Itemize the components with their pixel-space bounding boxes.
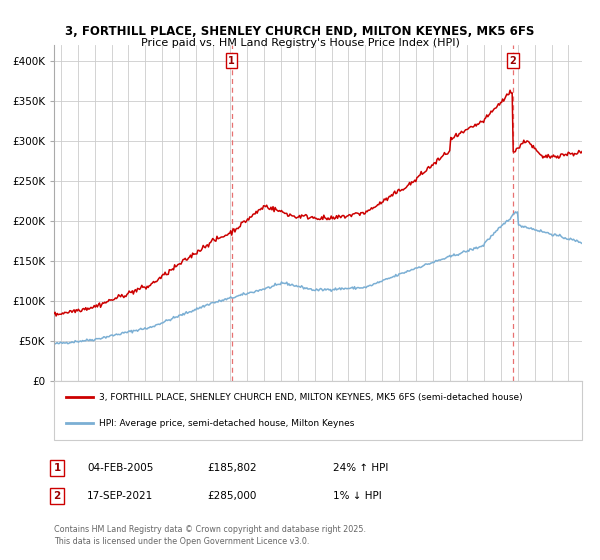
Text: 1: 1 bbox=[53, 463, 61, 473]
Text: 2: 2 bbox=[509, 56, 516, 66]
Text: £285,000: £285,000 bbox=[207, 491, 256, 501]
Text: 24% ↑ HPI: 24% ↑ HPI bbox=[333, 463, 388, 473]
Text: 17-SEP-2021: 17-SEP-2021 bbox=[87, 491, 153, 501]
Text: 1: 1 bbox=[228, 56, 235, 66]
Text: £185,802: £185,802 bbox=[207, 463, 257, 473]
Text: 04-FEB-2005: 04-FEB-2005 bbox=[87, 463, 154, 473]
Text: HPI: Average price, semi-detached house, Milton Keynes: HPI: Average price, semi-detached house,… bbox=[99, 419, 355, 428]
Text: 3, FORTHILL PLACE, SHENLEY CHURCH END, MILTON KEYNES, MK5 6FS: 3, FORTHILL PLACE, SHENLEY CHURCH END, M… bbox=[65, 25, 535, 38]
Text: Contains HM Land Registry data © Crown copyright and database right 2025.
This d: Contains HM Land Registry data © Crown c… bbox=[54, 525, 366, 546]
Text: 1% ↓ HPI: 1% ↓ HPI bbox=[333, 491, 382, 501]
Text: 3, FORTHILL PLACE, SHENLEY CHURCH END, MILTON KEYNES, MK5 6FS (semi-detached hou: 3, FORTHILL PLACE, SHENLEY CHURCH END, M… bbox=[99, 393, 523, 402]
Text: Price paid vs. HM Land Registry's House Price Index (HPI): Price paid vs. HM Land Registry's House … bbox=[140, 38, 460, 48]
Text: 2: 2 bbox=[53, 491, 61, 501]
